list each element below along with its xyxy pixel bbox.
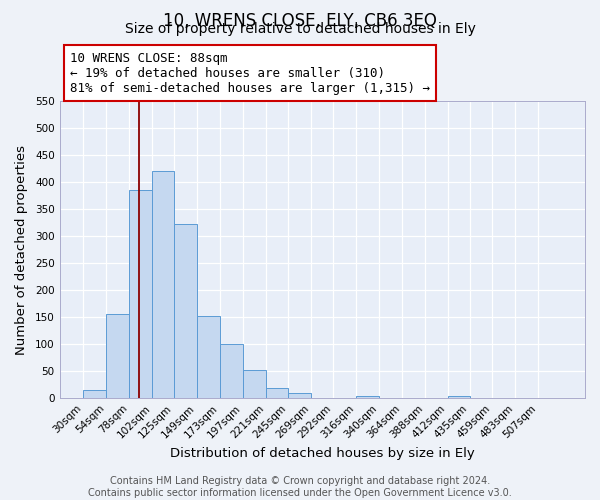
- Text: 10, WRENS CLOSE, ELY, CB6 3EQ: 10, WRENS CLOSE, ELY, CB6 3EQ: [163, 12, 437, 30]
- Y-axis label: Number of detached properties: Number of detached properties: [15, 144, 28, 354]
- Bar: [106, 314, 129, 398]
- Text: 10 WRENS CLOSE: 88sqm
← 19% of detached houses are smaller (310)
81% of semi-det: 10 WRENS CLOSE: 88sqm ← 19% of detached …: [70, 52, 430, 94]
- Bar: [242, 370, 266, 398]
- Text: Size of property relative to detached houses in Ely: Size of property relative to detached ho…: [125, 22, 475, 36]
- Bar: [152, 171, 174, 398]
- Bar: [266, 388, 289, 398]
- Bar: [83, 390, 106, 398]
- Bar: [174, 224, 197, 398]
- X-axis label: Distribution of detached houses by size in Ely: Distribution of detached houses by size …: [170, 447, 475, 460]
- Bar: [197, 316, 220, 398]
- Bar: [356, 396, 379, 398]
- Bar: [448, 396, 470, 398]
- Bar: [289, 393, 311, 398]
- Bar: [220, 344, 242, 399]
- Bar: [129, 190, 152, 398]
- Text: Contains HM Land Registry data © Crown copyright and database right 2024.
Contai: Contains HM Land Registry data © Crown c…: [88, 476, 512, 498]
